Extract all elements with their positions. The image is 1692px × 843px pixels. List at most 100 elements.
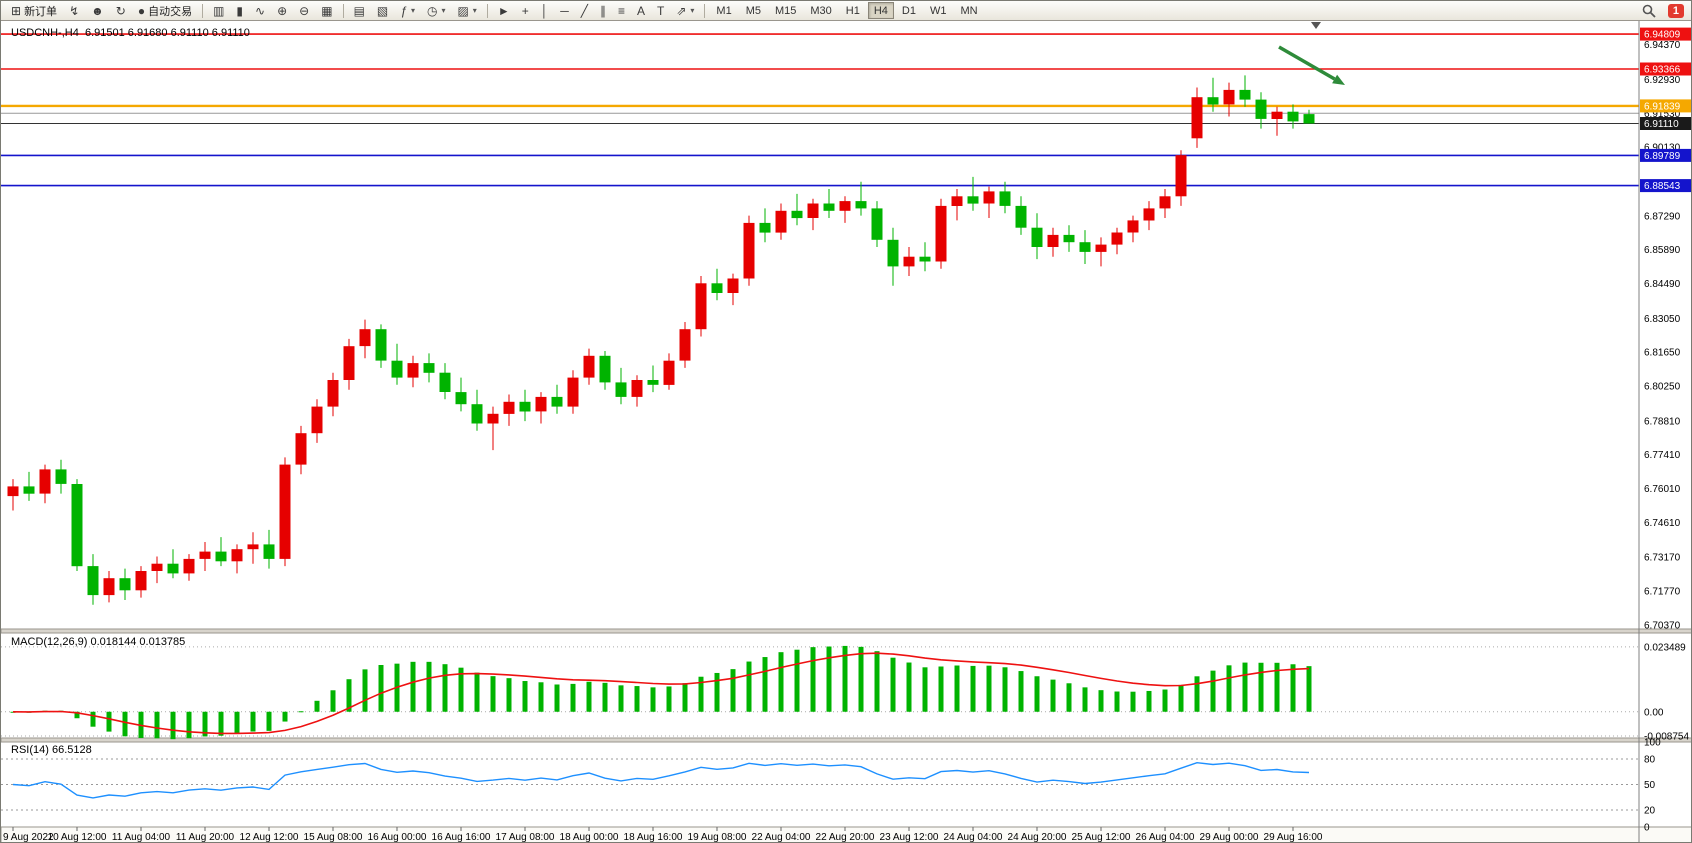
templates-button[interactable]: ▨ ▾	[452, 2, 481, 19]
svg-text:15 Aug 08:00: 15 Aug 08:00	[304, 832, 363, 843]
svg-text:0.023489: 0.023489	[1644, 642, 1686, 653]
bar-chart-button[interactable]: ▥	[208, 2, 229, 19]
toolbar-separator	[486, 3, 488, 18]
svg-text:17 Aug 08:00: 17 Aug 08:00	[496, 832, 555, 843]
svg-text:6.92930: 6.92930	[1644, 75, 1681, 86]
crosshair-button[interactable]: +	[517, 2, 534, 19]
periods-button[interactable]: ◷ ▾	[422, 2, 451, 19]
svg-text:6.85890: 6.85890	[1644, 245, 1681, 256]
auto-trading-button[interactable]: ● 自动交易	[133, 2, 197, 19]
svg-text:18 Aug 16:00: 18 Aug 16:00	[624, 832, 683, 843]
annotation-arrow[interactable]	[1278, 45, 1345, 85]
timeframe-w1-button[interactable]: W1	[924, 2, 953, 19]
svg-text:23 Aug 12:00: 23 Aug 12:00	[880, 832, 939, 843]
timeframe-h1-button[interactable]: H1	[840, 2, 866, 19]
timeframe-mn-button[interactable]: MN	[954, 2, 983, 19]
notification-badge[interactable]: 1	[1667, 3, 1684, 18]
svg-text:20: 20	[1644, 806, 1656, 817]
zoom-out-button[interactable]: ⊖	[294, 2, 314, 19]
auto-trading-label: 自动交易	[148, 5, 193, 18]
profiles-button[interactable]: ☻	[86, 2, 109, 19]
profiles-icon: ☻	[91, 3, 104, 18]
horizontal-line-button[interactable]: ─	[555, 2, 574, 19]
svg-text:6.81650: 6.81650	[1644, 348, 1681, 359]
svg-text:6.89789: 6.89789	[1644, 151, 1681, 162]
new-order-button[interactable]: ⊞ 新订单	[6, 2, 62, 19]
timeframe-m15-button[interactable]: M15	[769, 2, 802, 19]
svg-text:18 Aug 00:00: 18 Aug 00:00	[560, 832, 619, 843]
search-icon	[1642, 4, 1656, 18]
data-window-button[interactable]: ▤	[349, 2, 370, 19]
svg-text:6.76010: 6.76010	[1644, 484, 1681, 495]
chart-shift-marker[interactable]	[1311, 22, 1321, 29]
price-axis-labels: 6.94370 6.92930 6.91530 6.90130 6.87290 6.858…	[1644, 40, 1681, 631]
fibonacci-button[interactable]: ≡	[613, 2, 630, 19]
search-button[interactable]	[1637, 2, 1661, 19]
text-icon: A	[636, 3, 645, 18]
current-price-tag: 6.91110	[1640, 117, 1691, 130]
macd-signal-line	[12, 652, 1310, 735]
svg-text:6.94370: 6.94370	[1644, 40, 1681, 51]
price-tag-6.93366: 6.93366	[1640, 62, 1691, 76]
refresh-button[interactable]: ↻	[111, 2, 131, 19]
svg-text:0: 0	[1644, 823, 1650, 834]
new-order-label: 新订单	[24, 5, 58, 18]
svg-text:6.88543: 6.88543	[1644, 181, 1681, 192]
indicators-button[interactable]: ƒ ▾	[395, 2, 420, 19]
macd-histogram	[10, 645, 1312, 740]
trendline-button[interactable]: ╱	[576, 2, 593, 19]
svg-text:16 Aug 16:00: 16 Aug 16:00	[432, 832, 491, 843]
svg-text:29 Aug 00:00: 29 Aug 00:00	[1200, 832, 1259, 843]
arrows-button[interactable]: ⇗ ▾	[671, 2, 699, 19]
timeframe-h4-button[interactable]: H4	[867, 2, 894, 19]
pane-separator[interactable]	[1, 737, 1692, 743]
svg-text:10 Aug 12:00: 10 Aug 12:00	[48, 832, 107, 843]
svg-text:9 Aug 2022: 9 Aug 2022	[3, 832, 54, 843]
toolbar-separator	[704, 3, 706, 18]
text-label-button[interactable]: T	[652, 2, 669, 19]
svg-text:29 Aug 16:00: 29 Aug 16:00	[1264, 832, 1323, 843]
svg-text:11 Aug 04:00: 11 Aug 04:00	[112, 832, 171, 843]
svg-text:6.71770: 6.71770	[1644, 587, 1681, 598]
candle-chart-button[interactable]: ▮	[231, 2, 248, 19]
cursor-icon: ►	[497, 3, 510, 18]
svg-text:6.84490: 6.84490	[1644, 279, 1681, 290]
svg-text:0.00: 0.00	[1644, 707, 1664, 718]
data-window-icon: ▤	[353, 3, 365, 18]
dropdown-arrow-icon: ▾	[441, 6, 446, 15]
svg-text:-0.008754: -0.008754	[1644, 731, 1689, 742]
text-button[interactable]: A	[632, 2, 650, 19]
navigator-button[interactable]: ▧	[372, 2, 393, 19]
toolbar-separator	[342, 3, 344, 18]
zoom-in-button[interactable]: ⊕	[272, 2, 292, 19]
cursor-button[interactable]: ►	[493, 2, 515, 19]
navigator-icon: ▧	[376, 3, 389, 18]
bolt-icon: ↯	[69, 3, 80, 18]
line-chart-button[interactable]: ∿	[250, 2, 270, 19]
horizontal-line-icon: ─	[560, 3, 569, 18]
vertical-line-icon: │	[540, 3, 549, 18]
timeframe-m5-button[interactable]: M5	[740, 2, 767, 19]
bolt-button[interactable]: ↯	[64, 2, 84, 19]
pane-separator[interactable]	[1, 628, 1692, 634]
timeframe-d1-button[interactable]: D1	[896, 2, 922, 19]
text-label-icon: T	[657, 3, 665, 18]
price-tag-6.88543: 6.88543	[1640, 179, 1691, 193]
timeframe-m30-button[interactable]: M30	[804, 2, 837, 19]
timeframe-m1-button[interactable]: M1	[710, 2, 737, 19]
new-order-icon: ⊞	[11, 3, 22, 18]
svg-text:12 Aug 12:00: 12 Aug 12:00	[240, 832, 299, 843]
channel-icon: ∥	[599, 3, 606, 18]
channel-button[interactable]: ∥	[595, 2, 611, 19]
tile-windows-button[interactable]: ▦	[316, 2, 337, 19]
svg-text:6.90130: 6.90130	[1644, 143, 1681, 154]
periods-icon: ◷	[426, 3, 438, 18]
svg-text:6.70370: 6.70370	[1644, 620, 1681, 631]
svg-text:6.91110: 6.91110	[1644, 119, 1679, 130]
timeframe-buttons: M1 M5 M15 M30 H1 H4 D1 W1 MN	[709, 2, 984, 19]
refresh-icon: ↻	[115, 3, 126, 18]
vertical-line-button[interactable]: │	[536, 2, 554, 19]
